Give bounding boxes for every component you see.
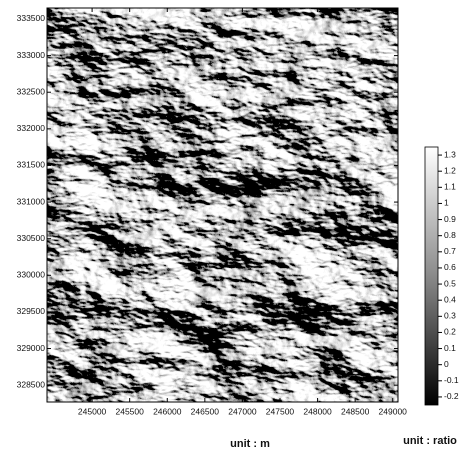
colorbar-tick-label: 1	[444, 198, 449, 208]
y-tick-label: 332500	[17, 86, 46, 96]
colorbar-tick-label: 0.1	[444, 343, 456, 353]
colorbar-tick-label: 0.3	[444, 311, 456, 321]
colorbar-tick-label: 0.6	[444, 262, 456, 272]
x-tick-label: 245000	[78, 406, 107, 416]
colorbar-tick-label: 0.4	[444, 294, 456, 304]
y-tick-label: 331000	[17, 196, 46, 206]
y-tick-label: 332000	[17, 123, 46, 133]
colorbar-label: unit : ratio	[403, 435, 457, 447]
y-tick-label: 333000	[17, 50, 46, 60]
colorbar-tick-label: 0.8	[444, 230, 456, 240]
colorbar-tick-label: 0.7	[444, 246, 456, 256]
colorbar-tick-label: 0.5	[444, 278, 456, 288]
colorbar-tick-label: 0	[444, 359, 449, 369]
x-tick-label: 248000	[303, 406, 332, 416]
x-tick-label: 248500	[341, 406, 370, 416]
colorbar-tick-label: 1.3	[444, 149, 456, 159]
colorbar-tick-label: 0.9	[444, 214, 456, 224]
y-tick-label: 333500	[17, 13, 46, 23]
x-tick-label: 246500	[191, 406, 220, 416]
x-tick-label: 245500	[115, 406, 144, 416]
colorbar-tick-label: 0.2	[444, 327, 456, 337]
y-tick-label: 329000	[17, 343, 46, 353]
x-axis-label: unit : m	[230, 438, 270, 450]
x-tick-label: 247500	[266, 406, 295, 416]
x-tick-label: 246000	[153, 406, 182, 416]
x-tick-label: 249000	[379, 406, 408, 416]
y-tick-label: 328500	[17, 379, 46, 389]
hillshade-raster	[47, 8, 398, 402]
figure: unit : m unit : ratio 245000 245500 246000…	[0, 0, 465, 457]
colorbar	[425, 147, 438, 405]
colorbar-tick-label: -0.2	[444, 391, 459, 401]
colorbar-tick-label: 1.2	[444, 165, 456, 175]
colorbar-tick-label: 1.1	[444, 182, 456, 192]
y-tick-label: 330000	[17, 270, 46, 280]
colorbar-tick-label: -0.1	[444, 375, 459, 385]
y-tick-label: 331500	[17, 160, 46, 170]
y-tick-label: 329500	[17, 306, 46, 316]
y-tick-label: 330500	[17, 233, 46, 243]
x-tick-label: 247000	[228, 406, 257, 416]
